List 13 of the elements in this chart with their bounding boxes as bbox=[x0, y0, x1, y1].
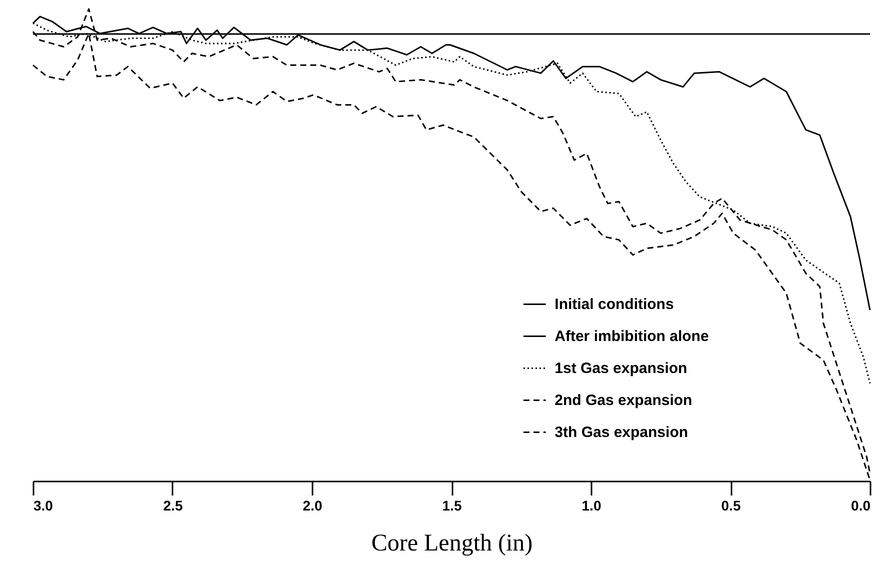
x-tick-label: 3.0 bbox=[34, 498, 54, 514]
legend-label: 2nd Gas expansion bbox=[554, 392, 692, 410]
x-tick-label: 2.0 bbox=[302, 498, 322, 514]
x-tick-label: 0.5 bbox=[721, 498, 741, 514]
legend-label: 1st Gas expansion bbox=[554, 360, 688, 378]
legend-label: 3th Gas expansion bbox=[554, 424, 688, 442]
legend-label: Initial conditions bbox=[554, 296, 674, 314]
x-axis-title: Core Length (in) bbox=[371, 530, 533, 556]
legend-label: After imbibition alone bbox=[554, 328, 709, 346]
x-tick-label: 2.5 bbox=[163, 498, 183, 514]
x-tick-label: 1.0 bbox=[582, 498, 602, 514]
x-tick-label: 1.5 bbox=[442, 498, 462, 514]
x-tick-label: 0.0 bbox=[851, 498, 871, 514]
